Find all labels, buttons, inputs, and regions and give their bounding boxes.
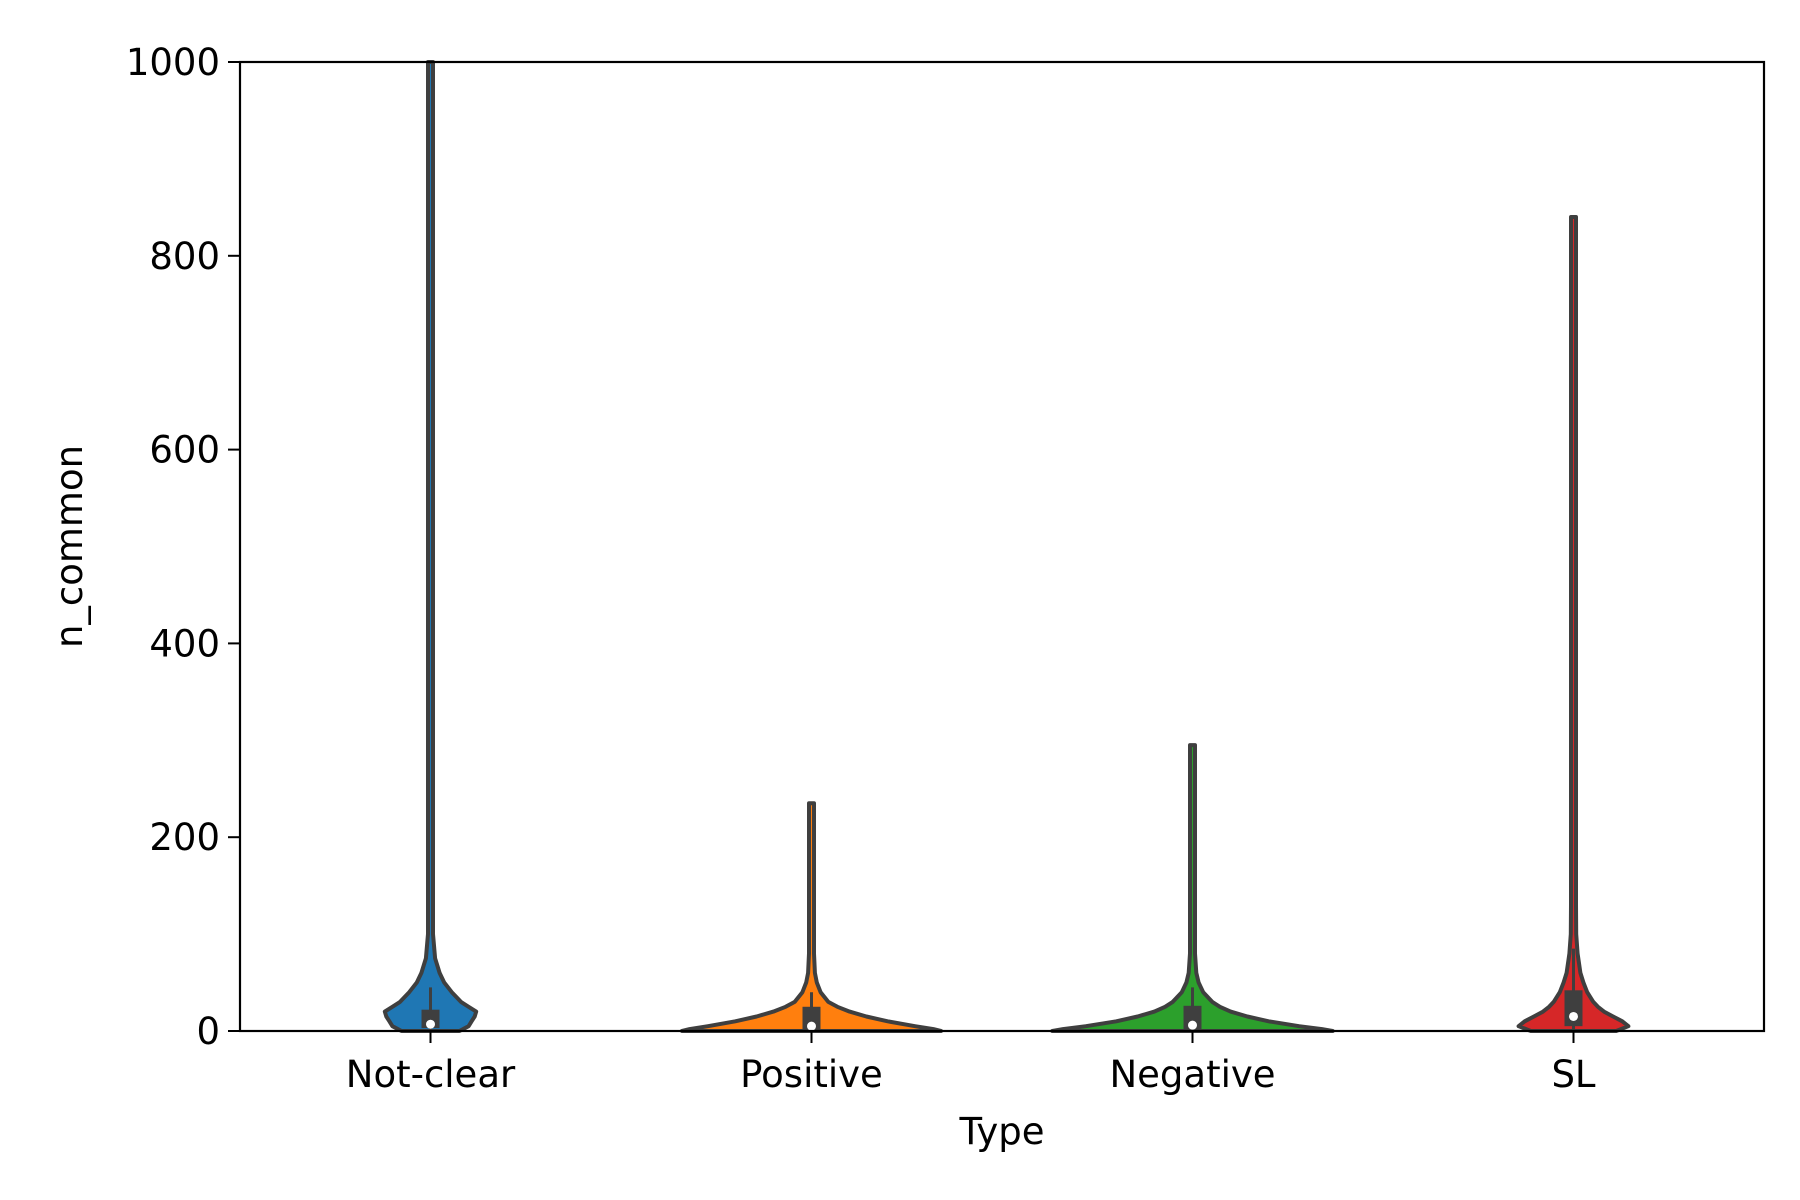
violin-median-point (1188, 1020, 1197, 1030)
violin-iqr-box (802, 1006, 821, 1030)
violin-iqr-box (421, 1009, 440, 1029)
violin-median-point (1569, 1011, 1578, 1021)
violin-body (1516, 215, 1631, 1033)
y-tick-label: 200 (149, 816, 220, 859)
violin-body (1050, 743, 1335, 1033)
x-tick-label: Positive (740, 1053, 883, 1096)
violin-median-point (807, 1021, 816, 1031)
y-tick-label: 400 (149, 622, 220, 665)
violin-body (680, 801, 943, 1033)
y-axis-label: n_common (48, 445, 91, 648)
violin-negative (1050, 743, 1335, 1033)
y-tick-label: 600 (149, 429, 220, 472)
violin-median-point (426, 1019, 435, 1029)
violin-positive (680, 801, 943, 1033)
violin-iqr-box (1564, 990, 1583, 1027)
x-tick-label: Negative (1109, 1053, 1275, 1096)
x-axis-label: Type (959, 1110, 1045, 1153)
x-tick-label: SL (1551, 1053, 1595, 1096)
x-tick-label: Not-clear (346, 1053, 516, 1096)
y-tick-label: 0 (196, 1010, 220, 1053)
violin-iqr-box (1183, 1005, 1202, 1030)
y-tick-label: 800 (149, 235, 220, 278)
y-tick-label: 1000 (126, 41, 220, 84)
violin-sl (1516, 215, 1631, 1033)
axes-frame (238, 60, 1766, 1033)
x-axis: Not-clear Positive Negative SL (346, 1031, 1596, 1096)
violins-layer (382, 60, 1631, 1033)
y-axis: 0 200 400 600 800 1000 (126, 41, 240, 1053)
